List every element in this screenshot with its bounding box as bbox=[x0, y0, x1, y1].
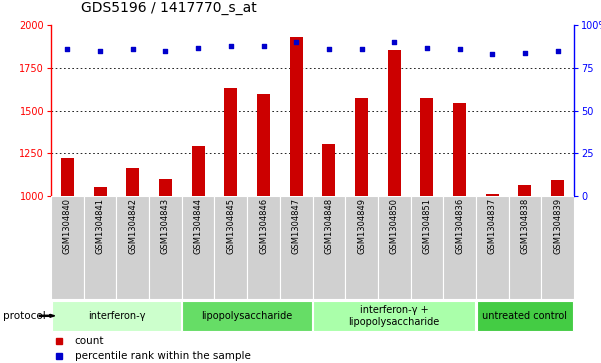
Bar bbox=[51, 196, 84, 299]
Point bbox=[258, 43, 268, 49]
Bar bbox=[182, 196, 215, 299]
Bar bbox=[388, 50, 401, 363]
Bar bbox=[476, 196, 508, 299]
Point bbox=[291, 40, 301, 45]
Point bbox=[128, 46, 138, 52]
Bar bbox=[420, 98, 433, 363]
Text: GSM1304836: GSM1304836 bbox=[455, 198, 464, 254]
Text: count: count bbox=[75, 336, 104, 346]
Point bbox=[63, 46, 72, 52]
Bar bbox=[453, 103, 466, 363]
Text: GSM1304838: GSM1304838 bbox=[520, 198, 529, 254]
Text: GSM1304848: GSM1304848 bbox=[325, 198, 334, 254]
Point bbox=[455, 46, 465, 52]
Bar bbox=[224, 88, 237, 363]
Text: GSM1304841: GSM1304841 bbox=[96, 198, 105, 254]
Point bbox=[553, 48, 563, 54]
Text: GSM1304849: GSM1304849 bbox=[357, 198, 366, 254]
Bar bbox=[345, 196, 378, 299]
Point bbox=[324, 46, 334, 52]
Bar bbox=[257, 94, 270, 363]
Text: protocol: protocol bbox=[3, 311, 46, 321]
Point bbox=[389, 40, 399, 45]
Bar bbox=[313, 301, 475, 330]
Point bbox=[422, 45, 432, 50]
Bar bbox=[313, 196, 345, 299]
Bar bbox=[280, 196, 313, 299]
Text: GSM1304837: GSM1304837 bbox=[488, 198, 497, 254]
Bar bbox=[477, 301, 573, 330]
Text: GSM1304851: GSM1304851 bbox=[423, 198, 432, 254]
Bar bbox=[215, 196, 247, 299]
Text: GSM1304850: GSM1304850 bbox=[389, 198, 398, 254]
Text: GSM1304845: GSM1304845 bbox=[227, 198, 236, 254]
Text: interferon-γ: interferon-γ bbox=[88, 311, 145, 321]
Point bbox=[357, 46, 367, 52]
Text: GSM1304839: GSM1304839 bbox=[553, 198, 562, 254]
Bar bbox=[355, 98, 368, 363]
Text: GSM1304843: GSM1304843 bbox=[161, 198, 170, 254]
Bar bbox=[126, 168, 139, 363]
Text: GSM1304844: GSM1304844 bbox=[194, 198, 203, 254]
Bar bbox=[508, 196, 542, 299]
Bar bbox=[247, 196, 280, 299]
Point bbox=[487, 52, 497, 57]
Bar bbox=[149, 196, 182, 299]
Text: GDS5196 / 1417770_s_at: GDS5196 / 1417770_s_at bbox=[81, 0, 257, 15]
Bar bbox=[183, 301, 312, 330]
Text: lipopolysaccharide: lipopolysaccharide bbox=[201, 311, 293, 321]
Bar bbox=[192, 146, 205, 363]
Bar bbox=[94, 187, 106, 363]
Bar bbox=[322, 144, 335, 363]
Bar bbox=[551, 180, 564, 363]
Bar bbox=[519, 185, 531, 363]
Point bbox=[226, 43, 236, 49]
Bar bbox=[84, 196, 117, 299]
Text: GSM1304847: GSM1304847 bbox=[291, 198, 300, 254]
Bar bbox=[52, 301, 181, 330]
Bar bbox=[443, 196, 476, 299]
Bar bbox=[486, 194, 499, 363]
Point bbox=[520, 50, 529, 56]
Bar bbox=[378, 196, 410, 299]
Text: GSM1304842: GSM1304842 bbox=[128, 198, 137, 254]
Text: GSM1304840: GSM1304840 bbox=[63, 198, 72, 254]
Text: percentile rank within the sample: percentile rank within the sample bbox=[75, 351, 251, 361]
Bar bbox=[117, 196, 149, 299]
Point bbox=[96, 48, 105, 54]
Text: GSM1304846: GSM1304846 bbox=[259, 198, 268, 254]
Bar bbox=[542, 196, 574, 299]
Bar bbox=[410, 196, 443, 299]
Bar bbox=[61, 159, 74, 363]
Point bbox=[160, 48, 170, 54]
Point bbox=[194, 45, 203, 50]
Bar bbox=[290, 37, 303, 363]
Text: interferon-γ +
lipopolysaccharide: interferon-γ + lipopolysaccharide bbox=[349, 305, 440, 327]
Bar bbox=[159, 179, 172, 363]
Text: untreated control: untreated control bbox=[483, 311, 567, 321]
